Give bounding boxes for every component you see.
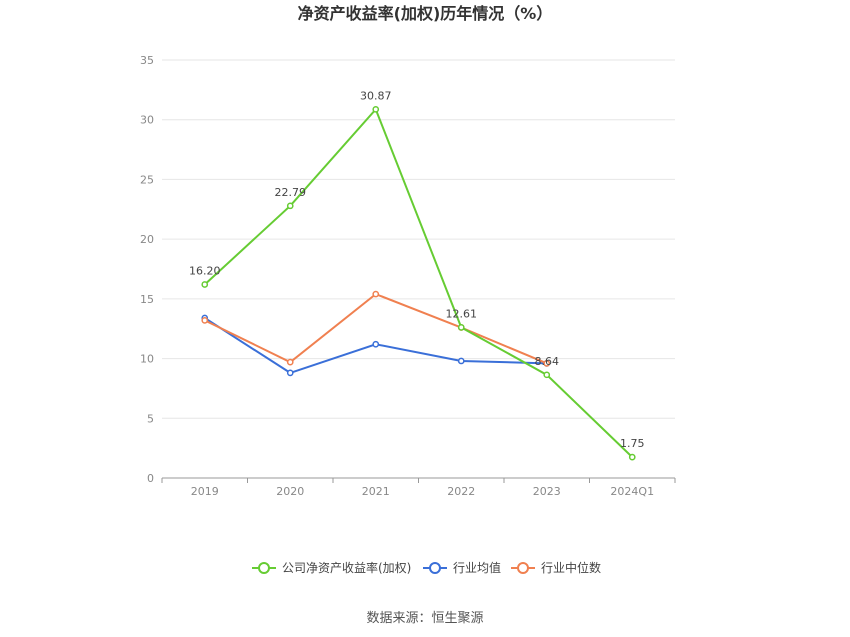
grid-layer — [162, 59, 675, 419]
y-tick-label: 0 — [147, 472, 154, 485]
x-tick-label: 2022 — [447, 485, 475, 498]
data-point — [457, 357, 465, 365]
axis-layer: 0 5 10 15 20 25 30 35 2019 2020 2021 2022 2023 2024Q1 — [140, 54, 676, 498]
y-tick-label: 35 — [140, 54, 154, 67]
data-label: 8.64 — [535, 355, 560, 368]
x-tick-label: 2020 — [276, 485, 304, 498]
data-label: 30.87 — [360, 89, 392, 102]
series-2 — [201, 290, 551, 367]
y-tick-label: 20 — [140, 233, 154, 246]
legend-marker — [429, 562, 441, 574]
legend-marker — [517, 562, 529, 574]
x-tick-label: 2024Q1 — [610, 485, 654, 498]
series-line — [204, 107, 633, 458]
data-label-layer: 16.20 22.79 30.87 12.61 8.64 1.75 — [189, 89, 645, 450]
x-tick-label: 2023 — [533, 485, 561, 498]
data-point — [543, 371, 551, 379]
data-label: 12.61 — [446, 307, 478, 320]
y-tick-label: 5 — [147, 412, 154, 425]
legend-label: 行业均值 — [453, 560, 501, 575]
data-point — [457, 324, 465, 331]
data-point — [286, 358, 294, 366]
data-point — [628, 453, 636, 461]
series-layer — [201, 105, 636, 461]
y-tick-label: 25 — [140, 173, 154, 186]
data-point — [372, 105, 380, 113]
data-point — [286, 202, 294, 210]
legend-item-2: 行业中位数 — [511, 560, 601, 575]
series-line — [204, 292, 548, 365]
x-tick-label: 2021 — [362, 485, 390, 498]
legend-marker — [258, 562, 270, 574]
y-tick-label: 10 — [140, 353, 154, 366]
data-label: 1.75 — [620, 437, 645, 450]
legend-label: 公司净资产收益率(加权) — [282, 560, 411, 575]
legend-item-1: 行业均值 — [423, 560, 501, 575]
data-point — [201, 281, 209, 288]
x-tick-label: 2019 — [191, 485, 219, 498]
series-0 — [201, 105, 636, 461]
data-point — [201, 317, 209, 324]
data-point — [372, 290, 380, 298]
data-label: 16.20 — [189, 265, 221, 278]
source-note: 数据来源：恒生聚源 — [366, 611, 483, 626]
data-label: 22.79 — [275, 186, 307, 199]
data-point — [286, 369, 294, 377]
chart-title: 净资产收益率(加权)历年情况（%） — [298, 4, 553, 23]
data-point — [543, 359, 551, 367]
data-point — [372, 340, 380, 348]
y-tick-label: 30 — [140, 114, 154, 127]
legend-label: 行业中位数 — [541, 560, 601, 575]
legend: 公司净资产收益率(加权) 行业均值 行业中位数 — [252, 560, 601, 575]
legend-item-0: 公司净资产收益率(加权) — [252, 560, 411, 575]
y-tick-label: 15 — [140, 293, 154, 306]
